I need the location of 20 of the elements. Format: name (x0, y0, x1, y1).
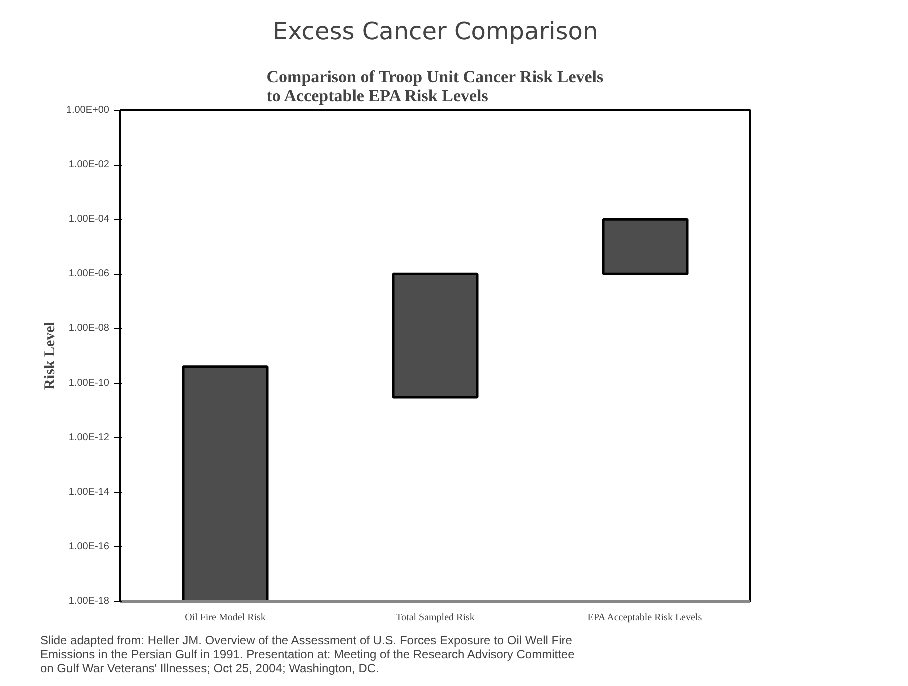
chart-subtitle: Comparison of Troop Unit Cancer Risk Levels to Acceptable EPA Risk Levels (266, 68, 604, 106)
x-tick-label: EPA Acceptable Risk Levels (588, 612, 702, 624)
bar (182, 366, 269, 602)
text: Slide adapted from: Heller JM. Overview of the Assessment of U.S. Forces Exposure to Oil Well Fire Emissions in the Persian Gulf in 1991. Presentation at: Meeting of the Research Advisory Committee on Gulf War Veterans' Illnesses; Oct 25, 2004; Washington, DC. (40, 634, 576, 676)
bar (392, 272, 479, 399)
y-tick-label: 1.00E+00 (66, 105, 110, 116)
chart-title: Excess Cancer Comparison (272, 18, 598, 46)
y-tick-label: 1.00E-02 (68, 160, 110, 171)
y-tick-label: 1.00E-04 (68, 214, 110, 226)
y-tick-label: 1.00E-18 (68, 596, 110, 607)
y-tick-label: 1.00E-16 (68, 541, 110, 552)
y-tick-label: 1.00E-12 (68, 432, 110, 444)
y-tick-label: 1.00E-06 (68, 268, 110, 280)
y-axis-title: Risk Level (42, 322, 58, 390)
x-tick-label: Oil Fire Model Risk (185, 612, 266, 624)
y-tick-label: 1.00E-08 (68, 323, 110, 334)
y-tick-label: 1.00E-10 (68, 378, 110, 389)
bar (602, 218, 689, 276)
x-tick-label: Total Sampled Risk (396, 612, 475, 624)
y-tick-label: 1.00E-14 (68, 486, 110, 498)
